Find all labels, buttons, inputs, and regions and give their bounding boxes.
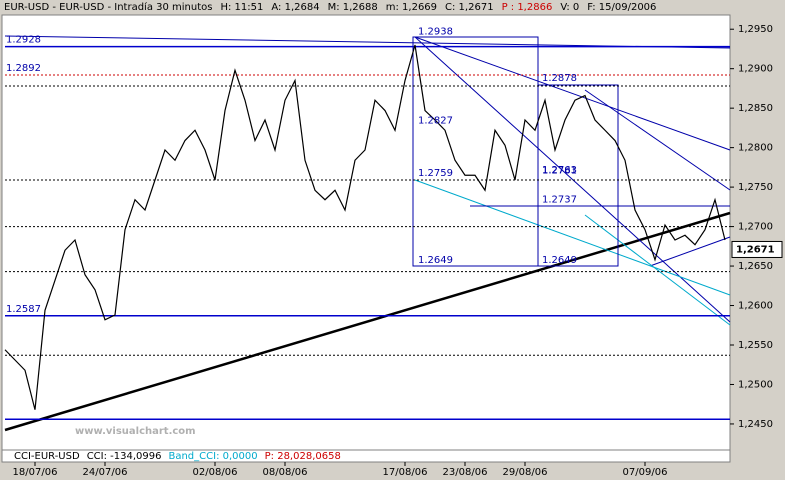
header-item: H: 11:51 bbox=[220, 2, 263, 13]
y-tick-label: 1,2700 bbox=[738, 222, 773, 233]
fib-box bbox=[537, 84, 619, 267]
y-tick-label: 1,2650 bbox=[738, 261, 773, 272]
y-tick-label: 1,2550 bbox=[738, 340, 773, 351]
level-label: 1.2649 bbox=[418, 255, 453, 266]
x-tick-label: 08/08/06 bbox=[263, 467, 308, 478]
trend-line bbox=[414, 36, 731, 151]
level-label: 1.2737 bbox=[542, 194, 577, 205]
trend-line bbox=[414, 36, 731, 323]
x-tick-label: 02/08/06 bbox=[193, 467, 238, 478]
level-label: 1.2759 bbox=[418, 168, 453, 179]
header-item: V: 0 bbox=[560, 2, 579, 13]
indicator-item: CCI: -134,0996 bbox=[87, 451, 162, 462]
level-label: 1.2892 bbox=[6, 63, 41, 74]
y-tick-label: 1,2450 bbox=[738, 419, 773, 430]
drawings bbox=[4, 35, 731, 432]
fan-line bbox=[414, 179, 731, 296]
level-label: 1.2587 bbox=[6, 304, 41, 315]
last-price-box bbox=[731, 240, 783, 258]
header-item: m: 1,2669 bbox=[386, 2, 437, 13]
header-item: EUR-USD - EUR-USD - Intradía 30 minutos bbox=[4, 1, 212, 13]
y-tick-label: 1,2800 bbox=[738, 143, 773, 154]
level-label: 1.2649 bbox=[542, 255, 577, 266]
header-item: C: 1,2671 bbox=[445, 2, 494, 13]
trend-line bbox=[584, 89, 731, 191]
y-tick-label: 1,2500 bbox=[738, 379, 773, 390]
indicator-item: CCI-EUR-USD bbox=[14, 451, 80, 462]
header: EUR-USD - EUR-USD - Intradía 30 minutos H… bbox=[4, 1, 656, 13]
y-tick-label: 1,2750 bbox=[738, 182, 773, 193]
price-line bbox=[4, 44, 726, 410]
level-label: 1.2781 bbox=[542, 166, 577, 177]
header-item: F: 15/09/2006 bbox=[587, 2, 656, 13]
trend-line bbox=[4, 211, 731, 432]
indicator-strip bbox=[1, 449, 731, 463]
header-item: P : 1,2866 bbox=[502, 2, 553, 13]
indicator-item: P: 28,028,0658 bbox=[265, 451, 341, 462]
level-label: 1.2763 bbox=[542, 165, 577, 176]
y-tick-label: 1,2850 bbox=[738, 103, 773, 114]
x-tick-label: 17/08/06 bbox=[383, 467, 428, 478]
level-label: 1.2827 bbox=[418, 115, 453, 126]
y-tick-label: 1,2950 bbox=[738, 24, 773, 35]
x-tick-label: 07/09/06 bbox=[623, 467, 668, 478]
y-tick-label: 1,2900 bbox=[738, 64, 773, 75]
level-label: 1.2878 bbox=[542, 73, 577, 84]
level-label: 1.2928 bbox=[6, 35, 41, 46]
header-item: A: 1,2684 bbox=[271, 2, 319, 13]
plot-area bbox=[1, 14, 731, 451]
x-tick-label: 23/08/06 bbox=[443, 467, 488, 478]
watermark: www.visualchart.com bbox=[75, 426, 196, 437]
last-price: 1,2671 bbox=[736, 244, 775, 255]
x-tick-label: 18/07/06 bbox=[13, 467, 58, 478]
header-item: M: 1,2688 bbox=[328, 2, 378, 13]
y-tick-label: 1,2600 bbox=[738, 301, 773, 312]
x-tick-label: 29/08/06 bbox=[503, 467, 548, 478]
level-label: 1.2938 bbox=[418, 27, 453, 38]
x-tick-label: 24/07/06 bbox=[83, 467, 128, 478]
indicator-item: Band_CCI: 0,0000 bbox=[168, 451, 257, 462]
fan-line bbox=[584, 214, 731, 326]
